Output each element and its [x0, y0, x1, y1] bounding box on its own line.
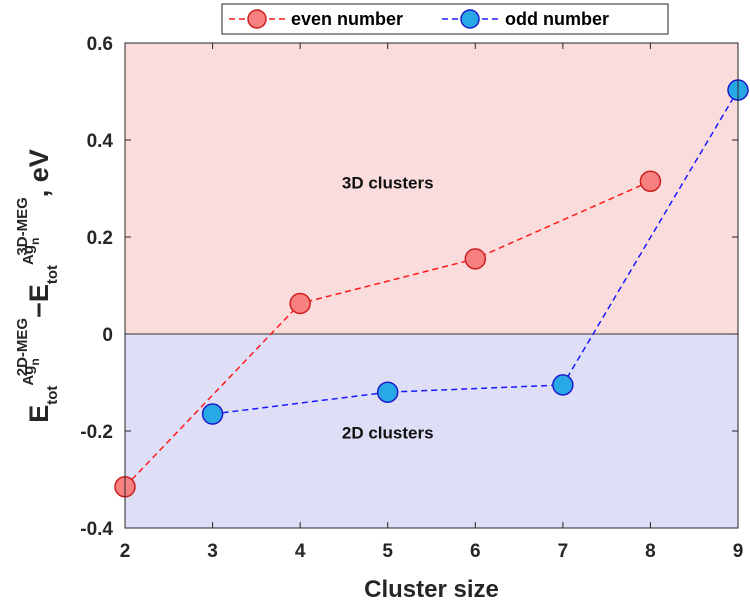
y-title-e2: E [24, 284, 54, 302]
data-point-0-3 [639, 170, 662, 192]
x-axis-title: Cluster size [364, 576, 499, 603]
y-tick-label-1: -0.2 [80, 422, 113, 443]
region-label-1: 2D clusters [342, 423, 434, 442]
x-tick-label-5: 7 [558, 541, 569, 562]
data-point-1-0 [201, 403, 224, 425]
x-tick-label-4: 6 [470, 541, 481, 562]
y-title-sup1: 2D [14, 357, 31, 376]
y-tick-label-2: 0 [102, 325, 113, 346]
y-tick-label-3: 0.2 [87, 228, 113, 249]
y-title-meg1: -MEG [14, 318, 31, 357]
y-title-minus: − [24, 302, 54, 318]
y-title-ag1: Ag [20, 366, 37, 386]
y-tick-label-5: 0.6 [87, 34, 113, 55]
plot-frame [124, 42, 739, 529]
y-title-meg2: -MEG [14, 197, 31, 236]
x-tick-label-6: 8 [645, 541, 656, 562]
y-title-unit: , eV [24, 149, 54, 197]
y-title-tot2: tot [44, 265, 61, 284]
series-lines [124, 89, 739, 488]
region-band-0 [125, 43, 738, 334]
y-tick-label-0: -0.4 [80, 519, 113, 540]
region-labels: 3D clusters 2D clusters [342, 174, 434, 443]
x-tick-label-3: 5 [382, 541, 393, 562]
y-tick-label-4: 0.4 [87, 131, 114, 152]
x-axis-ticks: 2 3 4 5 6 7 8 9 [120, 43, 744, 562]
legend-marker-odd [460, 9, 480, 29]
y-title-n2: n [28, 238, 42, 245]
x-tick-label-0: 2 [120, 541, 131, 562]
region-label-0: 3D clusters [342, 174, 434, 193]
data-point-0-2 [464, 248, 487, 270]
legend-marker-even [247, 9, 267, 29]
region-band-1 [125, 334, 738, 528]
x-tick-label-1: 3 [207, 541, 218, 562]
y-axis-ticks: -0.4 -0.2 0 0.2 0.4 0.6 [80, 34, 738, 540]
data-point-0-1 [289, 292, 311, 315]
legend-label-odd: odd number [505, 9, 609, 29]
y-axis-title: EtotAgn2D-MEG−EtotAgn3D-MEG, eV [14, 149, 61, 423]
y-title-tot1: tot [44, 386, 61, 405]
x-tick-label-2: 4 [295, 541, 306, 562]
series-line-1 [212, 89, 739, 415]
y-title-n1: n [28, 358, 42, 365]
legend: even number odd number [221, 3, 669, 35]
plot-background [125, 43, 738, 528]
svg-text:EtotAgn2D-MEG−EtotAgn3D-MEG, e: EtotAgn2D-MEG−EtotAgn3D-MEG, eV [14, 149, 61, 423]
data-point-1-1 [376, 381, 399, 403]
series-line-0 [124, 180, 651, 488]
legend-label-even: even number [291, 9, 403, 29]
x-tick-label-7: 9 [733, 541, 744, 562]
y-title-e1: E [24, 405, 54, 423]
y-title-ag2: Ag [20, 245, 37, 265]
data-point-1-2 [552, 374, 574, 396]
y-title-sup2: 3D [14, 236, 31, 255]
